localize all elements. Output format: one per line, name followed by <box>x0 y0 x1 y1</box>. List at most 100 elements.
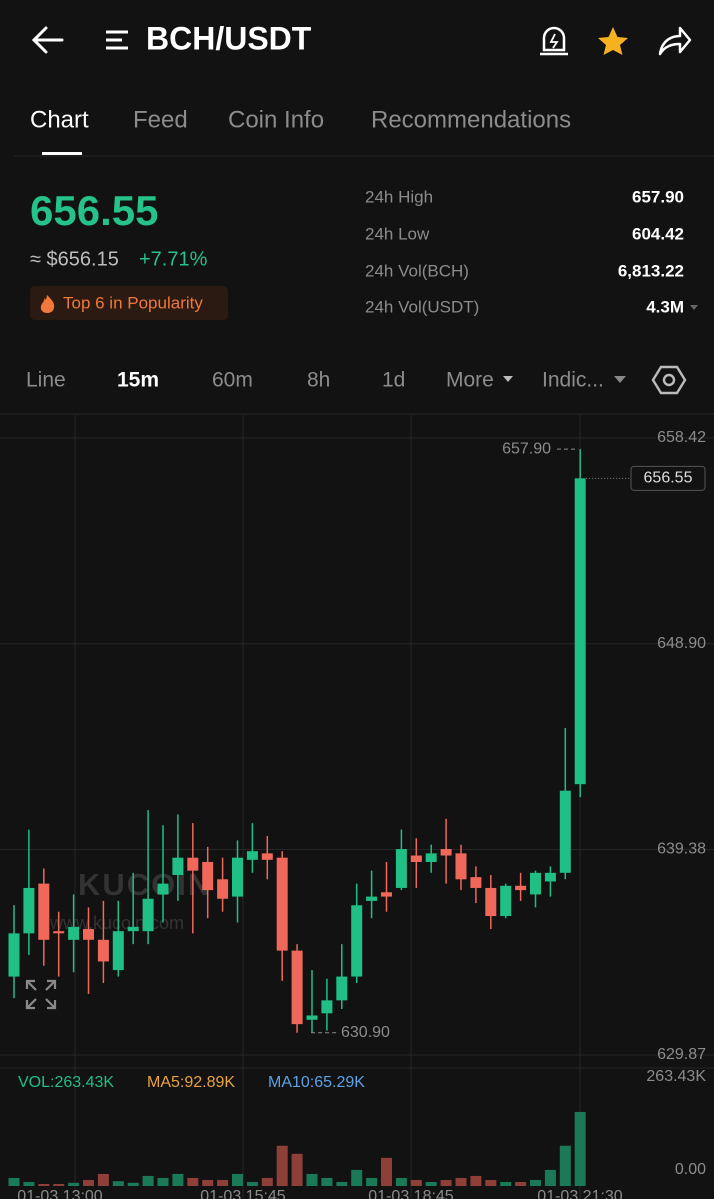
stat-label: 24h Vol(BCH) <box>365 261 469 280</box>
volume-bar <box>485 1179 497 1186</box>
candle-body <box>544 872 556 882</box>
interval-button[interactable]: Line <box>26 369 66 392</box>
candle-body <box>261 853 273 860</box>
alert-icon[interactable] <box>540 26 568 56</box>
interval-button[interactable]: More <box>446 369 494 392</box>
candle-body <box>217 879 229 899</box>
share-icon[interactable] <box>658 26 692 56</box>
active-tab-indicator <box>42 152 82 155</box>
candle-body <box>276 857 288 951</box>
dropdown-caret[interactable] <box>690 305 698 310</box>
volume-bar <box>276 1145 288 1186</box>
volume-bar <box>515 1181 527 1186</box>
candle-body <box>500 885 512 917</box>
x-tick-label: 01-03 21:30 <box>537 1188 623 1199</box>
volume-legend: MA5:92.89K <box>147 1074 235 1091</box>
stat-label: 24h Low <box>365 224 430 243</box>
volume-legend: VOL:263.43K <box>18 1074 114 1091</box>
usd-price: ≈ $656.15 <box>30 248 119 270</box>
volume-bar <box>53 1183 65 1186</box>
volume-bar <box>157 1177 169 1186</box>
candle-body <box>381 892 392 897</box>
candle-body <box>68 926 80 940</box>
volume-bar <box>366 1177 378 1186</box>
stat-value: 604.42 <box>632 224 684 243</box>
volume-bar <box>574 1111 586 1186</box>
y-tick-label: 658.42 <box>657 429 706 446</box>
interval-button[interactable]: Indic... <box>542 369 604 392</box>
volume-bar <box>232 1173 243 1186</box>
candle-body <box>97 939 109 962</box>
candle-body <box>157 883 169 895</box>
back-button[interactable] <box>31 26 64 54</box>
fire-icon <box>40 295 55 313</box>
x-tick-label: 01-03 13:00 <box>17 1188 103 1199</box>
candle-body <box>8 933 20 977</box>
volume-bar <box>23 1181 35 1186</box>
candle-body <box>142 898 154 932</box>
volume-bar <box>410 1179 422 1186</box>
popularity-badge[interactable] <box>30 286 228 320</box>
volume-bar <box>83 1179 94 1186</box>
y-tick-label: 648.90 <box>657 635 706 652</box>
volume-bar <box>351 1169 363 1186</box>
candle-body <box>232 857 243 897</box>
candle-body <box>53 931 65 934</box>
interval-button[interactable]: 8h <box>307 369 330 392</box>
tab[interactable]: Chart <box>30 106 89 133</box>
candle-body <box>455 853 467 880</box>
settings-icon[interactable] <box>651 365 687 395</box>
candle-body <box>38 883 50 940</box>
candle-body <box>83 929 94 940</box>
stat-label: 24h Vol(USDT) <box>365 297 479 316</box>
candle-body <box>336 976 348 1001</box>
tab[interactable]: Coin Info <box>228 106 324 133</box>
stat-value: 4.3M <box>646 297 684 316</box>
volume-bar <box>246 1181 258 1186</box>
price-change: +7.71% <box>139 248 208 270</box>
pair-title: BCH/USDT <box>146 20 312 56</box>
volume-bar <box>381 1157 392 1186</box>
volume-tick-label: 263.43K <box>646 1068 706 1085</box>
tab[interactable]: Recommendations <box>371 106 571 133</box>
volume-bar <box>68 1182 80 1186</box>
indicator-caret <box>614 376 626 383</box>
badge-text: Top 6 in Popularity <box>63 293 203 312</box>
tab[interactable]: Feed <box>133 106 188 133</box>
volume-bar <box>172 1173 184 1186</box>
candle-body <box>485 887 497 917</box>
x-tick-label: 01-03 18:45 <box>368 1188 454 1199</box>
interval-button[interactable]: 1d <box>382 369 405 392</box>
volume-bar <box>470 1175 482 1186</box>
candle-body <box>440 849 452 856</box>
volume-legend: MA10:65.29K <box>268 1074 365 1091</box>
favorite-star[interactable] <box>598 27 628 55</box>
volume-bar <box>336 1181 348 1186</box>
volume-bar <box>425 1181 437 1186</box>
volume-bar <box>544 1169 556 1186</box>
fullscreen-icon[interactable] <box>25 979 57 1010</box>
candle-body <box>351 905 363 977</box>
interval-button[interactable]: 60m <box>212 369 253 392</box>
candle-body <box>515 885 527 891</box>
volume-bar <box>202 1179 214 1186</box>
candle-body <box>574 478 586 785</box>
candle-body <box>321 1000 333 1014</box>
volume-bar <box>306 1173 318 1186</box>
y-tick-label: 639.38 <box>657 841 706 858</box>
more-caret <box>503 376 513 382</box>
volume-bar <box>127 1182 139 1186</box>
interval-button[interactable]: 15m <box>117 369 159 392</box>
candle-body <box>410 855 422 863</box>
volume-bar <box>38 1183 50 1186</box>
candle-body <box>187 857 199 871</box>
low-label: 630.90 <box>341 1024 390 1041</box>
x-tick-label: 01-03 15:45 <box>200 1188 286 1199</box>
candle-body <box>127 926 139 932</box>
volume-bar <box>321 1177 333 1186</box>
menu-icon[interactable] <box>106 30 128 50</box>
volume-bar <box>112 1181 124 1186</box>
candle-body <box>530 872 541 895</box>
